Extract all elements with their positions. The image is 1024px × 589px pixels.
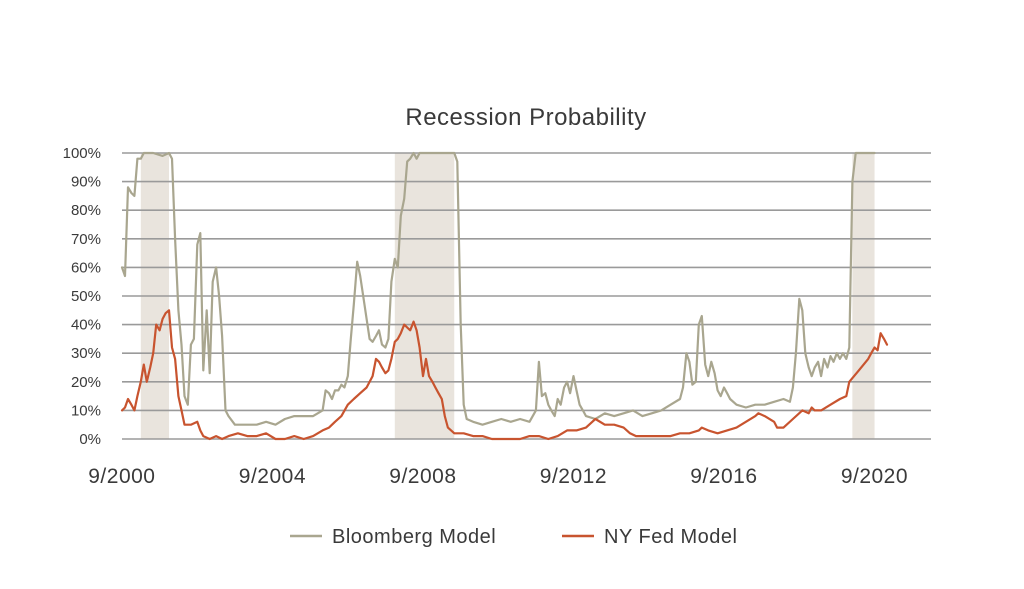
x-tick-label: 9/2008 [389,465,456,488]
series-layer [120,151,889,441]
legend-label-nyfed: NY Fed Model [604,526,737,548]
y-tick-label: 100% [63,145,101,162]
y-tick-label: 40% [71,317,101,334]
y-tick-label: 70% [71,231,101,248]
y-tick-label: 90% [71,174,101,191]
y-tick-label: 10% [71,402,101,419]
x-tick-label: 9/2000 [88,465,155,488]
legend-label-bloomberg: Bloomberg Model [332,526,496,548]
x-tick-label: 9/2016 [690,465,757,488]
y-tick-label: 60% [71,259,101,276]
gridlines [122,152,931,440]
y-axis: 0% 10% 20% 30% 40% 50% 60% 70% 80% 90% 100% [63,145,101,448]
y-tick-label: 80% [71,202,101,219]
y-tick-label: 0% [79,431,101,448]
chart-title: Recession Probability [405,104,646,131]
x-tick-label: 9/2012 [540,465,607,488]
x-axis: 9/2000 9/2004 9/2008 9/2012 9/2016 9/2020 [88,465,908,488]
y-tick-label: 50% [71,288,101,305]
legend: Bloomberg Model NY Fed Model [290,526,737,548]
y-tick-label: 30% [71,345,101,362]
x-tick-label: 9/2004 [239,465,306,488]
y-tick-label: 20% [71,374,101,391]
series-line-bloomberg [120,151,876,426]
series-line-nyfed [120,309,889,441]
x-tick-label: 9/2020 [841,465,908,488]
